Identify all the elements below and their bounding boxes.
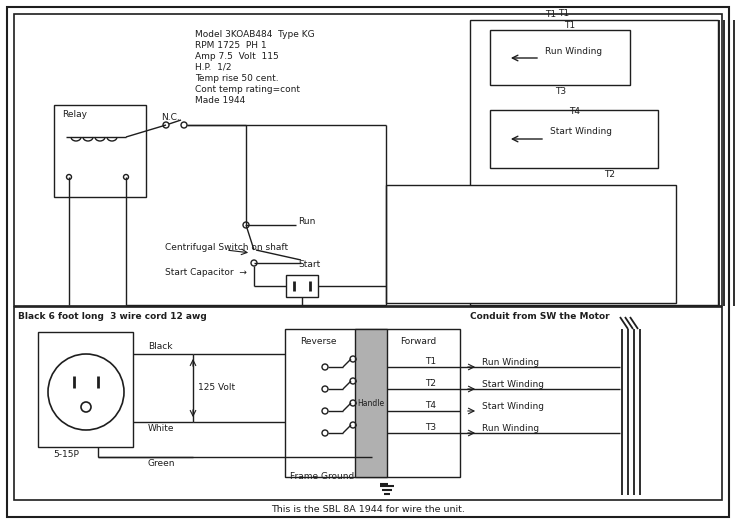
Text: T3: T3 [425, 423, 436, 432]
Text: Run Winding: Run Winding [545, 48, 602, 57]
Bar [490, 30, 630, 85]
Text: Amp 7.5  Volt  115: Amp 7.5 Volt 115 [195, 52, 279, 61]
Bar [470, 20, 718, 305]
Text: Start: Start [298, 260, 320, 269]
Text: Start Winding: Start Winding [482, 402, 544, 411]
Text: Model 3KOAB484  Type KG: Model 3KOAB484 Type KG [195, 30, 314, 39]
Text: Forward: Forward [400, 337, 436, 346]
Text: Start Capacitor  →: Start Capacitor → [165, 268, 247, 277]
Text: Relay: Relay [62, 110, 87, 119]
Bar [14, 307, 722, 500]
Text: T2: T2 [425, 379, 436, 388]
Text: T1: T1 [559, 9, 570, 18]
Text: Handle: Handle [358, 398, 385, 408]
Text: Start Winding: Start Winding [482, 380, 544, 389]
Text: N.C.: N.C. [161, 113, 180, 122]
Text: T2: T2 [604, 170, 615, 179]
Bar [54, 105, 146, 197]
Text: 125 Volt: 125 Volt [198, 384, 235, 392]
Text: This is the SBL 8A 1944 for wire the unit.: This is the SBL 8A 1944 for wire the uni… [271, 505, 465, 514]
Text: White: White [148, 424, 174, 433]
Text: Run: Run [298, 217, 315, 226]
Bar [286, 275, 318, 297]
Text: T4: T4 [569, 107, 580, 116]
Text: Conduit from SW the Motor: Conduit from SW the Motor [470, 312, 609, 321]
Text: Centrifugal Switch on shaft: Centrifugal Switch on shaft [165, 243, 288, 252]
Text: Run Winding: Run Winding [482, 424, 539, 433]
Text: Temp rise 50 cent.: Temp rise 50 cent. [195, 74, 279, 83]
Text: Run Winding: Run Winding [482, 358, 539, 367]
Text: H.P.  1/2: H.P. 1/2 [195, 63, 232, 72]
Bar [490, 110, 658, 168]
Bar [386, 185, 676, 303]
Text: Start Winding: Start Winding [550, 127, 612, 136]
Text: Made 1944: Made 1944 [195, 96, 245, 105]
Bar [355, 329, 387, 477]
Text: T1: T1 [425, 357, 436, 366]
Text: T1: T1 [564, 21, 575, 30]
Text: Black 6 foot long  3 wire cord 12 awg: Black 6 foot long 3 wire cord 12 awg [18, 312, 207, 321]
Text: T3: T3 [555, 87, 566, 96]
Text: T1: T1 [545, 10, 556, 19]
Text: Cont temp rating=cont: Cont temp rating=cont [195, 85, 300, 94]
Text: Frame Ground: Frame Ground [290, 472, 354, 481]
Text: Black: Black [148, 342, 172, 351]
Bar [38, 332, 133, 447]
Text: 5-15P: 5-15P [53, 450, 79, 459]
Text: RPM 1725  PH 1: RPM 1725 PH 1 [195, 41, 266, 50]
Bar [14, 14, 722, 306]
Text: T4: T4 [425, 401, 436, 410]
Bar [285, 329, 460, 477]
Text: Reverse: Reverse [300, 337, 336, 346]
Text: Green: Green [148, 459, 175, 468]
